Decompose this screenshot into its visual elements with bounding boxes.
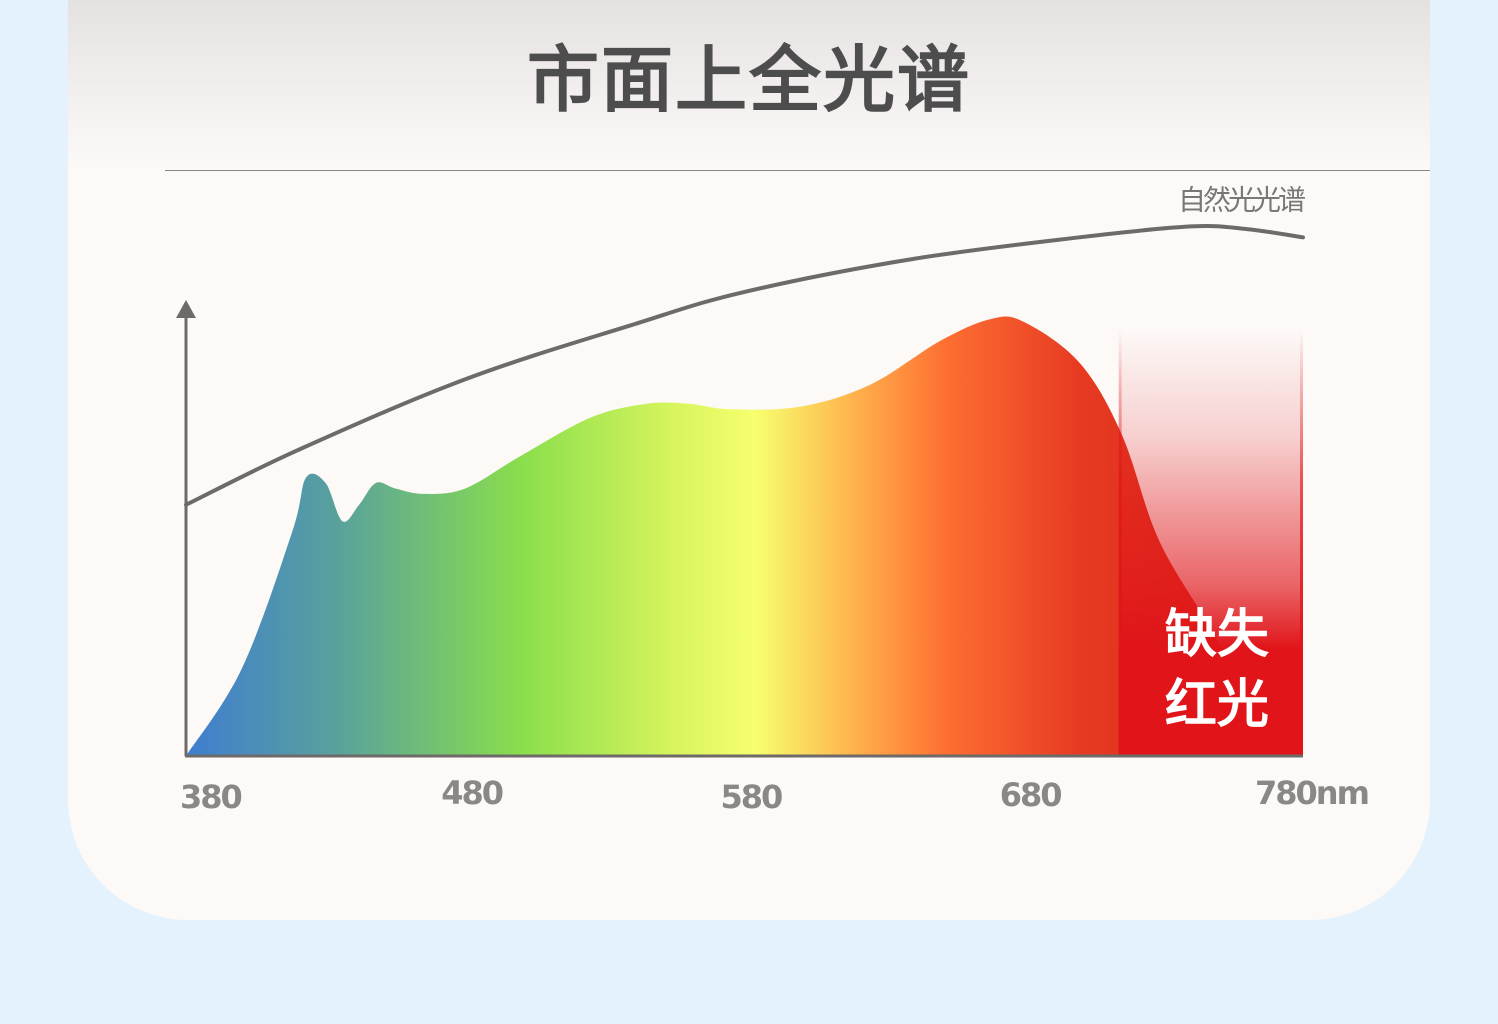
- x-tick-label: 480: [441, 774, 503, 812]
- natural-light-label: 自然光光谱: [1178, 183, 1305, 216]
- natural-light-curve: [184, 223, 1305, 507]
- axes-layer: [176, 300, 1303, 758]
- spectrum-area: [186, 316, 1303, 756]
- x-tick-label: 380: [180, 778, 242, 816]
- spectrum-area-layer: [186, 316, 1303, 756]
- missing-red-band: [1118, 330, 1303, 756]
- y-axis-arrow: [176, 300, 196, 318]
- x-tick-label: 680: [1000, 776, 1062, 814]
- x-tick-label: 580: [721, 778, 783, 816]
- missing-red-band-left-edge: [1118, 330, 1122, 756]
- missing-red-band-right-edge: [1300, 330, 1303, 756]
- missing-red-label-line: 红光: [1165, 675, 1269, 735]
- card-header: [68, 0, 1430, 170]
- title-divider: [165, 170, 1430, 171]
- page-title: 市面上全光谱: [526, 38, 971, 122]
- highlight-layer: [1118, 330, 1303, 756]
- x-tick-label: 780nm: [1255, 774, 1368, 812]
- missing-red-label-line: 缺失: [1165, 605, 1270, 665]
- natural-light-line-layer: [184, 223, 1305, 507]
